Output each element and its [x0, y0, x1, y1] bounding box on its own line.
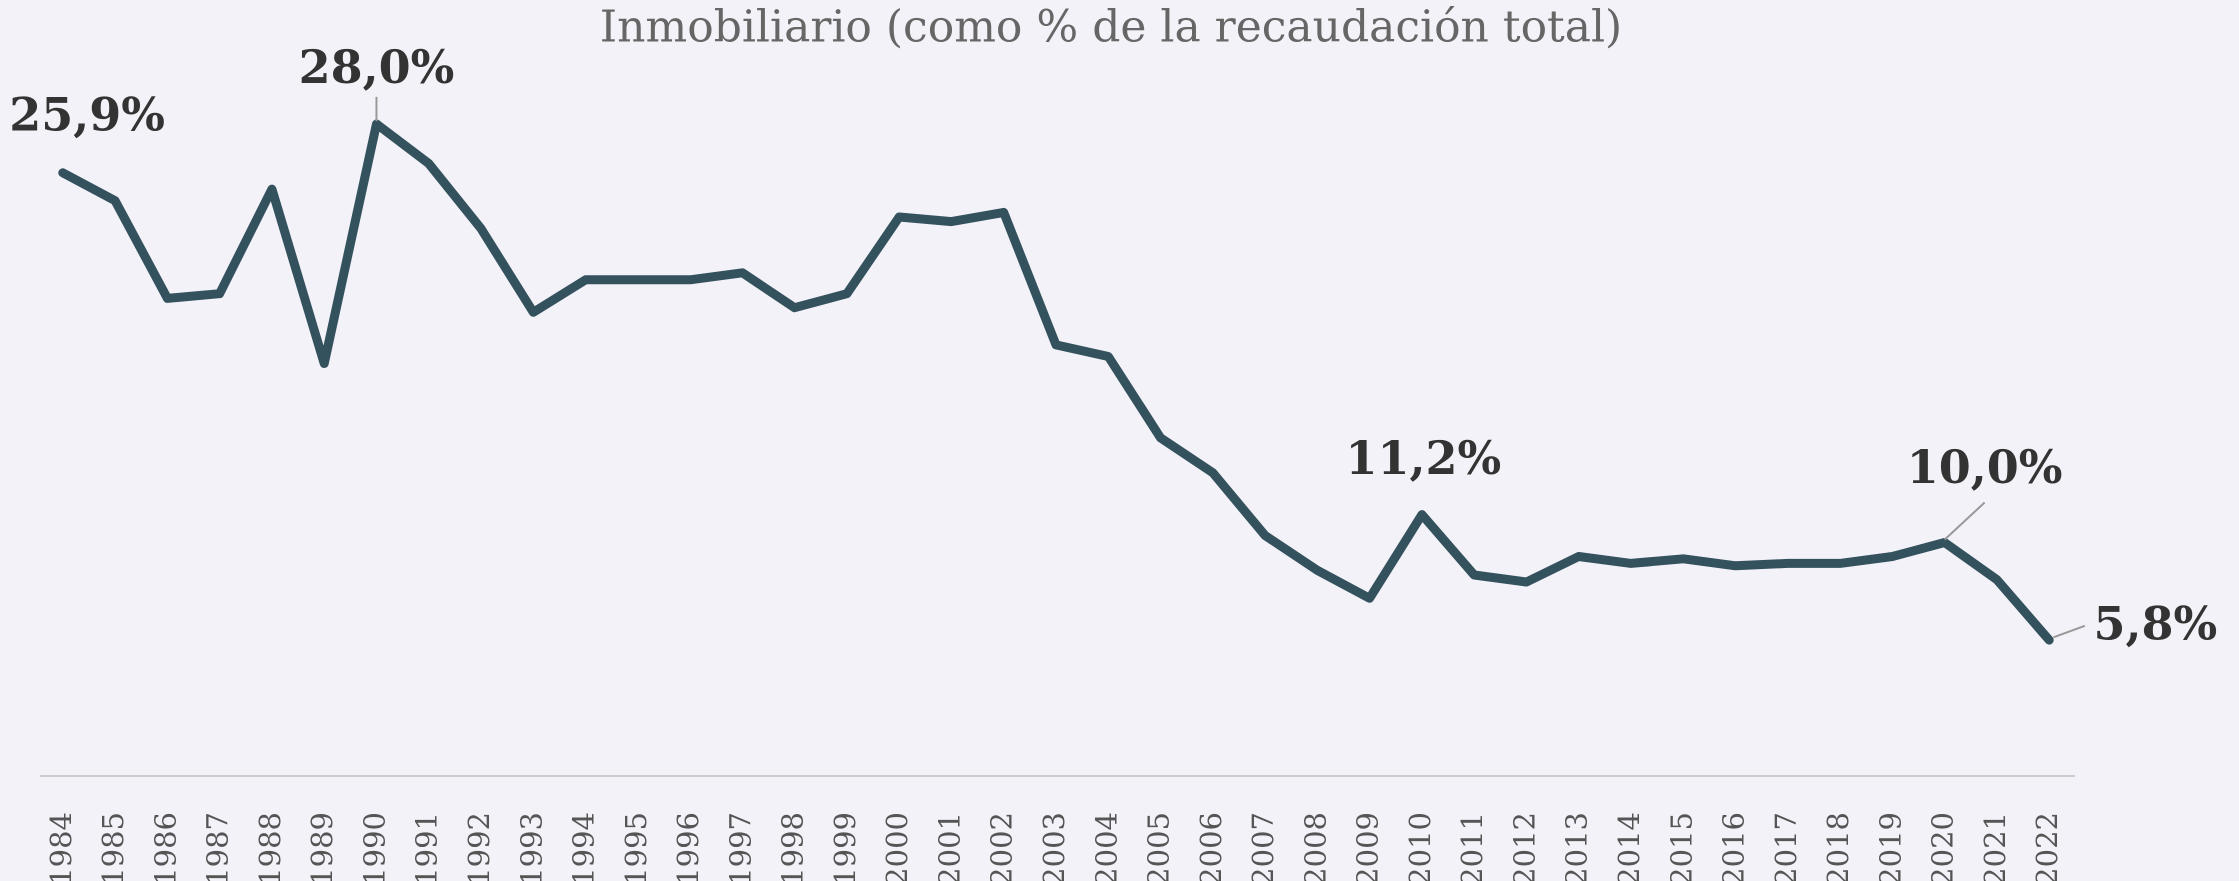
x-tick-label: 1994	[567, 812, 601, 881]
leader-line	[2053, 624, 2086, 639]
x-tick-label: 1992	[462, 812, 496, 881]
x-tick-label: 1987	[201, 812, 235, 881]
x-tick-label: 1996	[671, 812, 705, 881]
x-tick-label: 1998	[776, 812, 810, 881]
x-tick-label: 2002	[985, 812, 1019, 881]
x-tick-label: 2017	[1769, 812, 1803, 881]
x-tick-label: 2011	[1455, 812, 1489, 881]
x-tick-label: 1991	[410, 812, 444, 881]
x-tick-label: 2021	[1978, 812, 2012, 881]
x-tick-label: 2000	[880, 812, 914, 881]
x-tick-label: 2003	[1037, 812, 1071, 881]
x-tick-label: 2022	[2030, 812, 2064, 881]
data-label: 28,0%	[299, 40, 455, 94]
x-tick-label: 1990	[357, 812, 391, 881]
x-tick-label: 1984	[44, 812, 78, 881]
x-tick-label: 2015	[1664, 812, 1698, 881]
x-tick-label: 2001	[932, 812, 966, 881]
x-tick-label: 2016	[1717, 812, 1751, 881]
x-tick-label: 2007	[1246, 812, 1280, 881]
x-tick-label: 2018	[1821, 812, 1855, 881]
data-label: 11,2%	[1345, 431, 1501, 485]
data-line	[58, 119, 2054, 645]
x-tick-label: 2014	[1612, 812, 1646, 881]
x-tick-label: 2004	[1089, 812, 1123, 881]
x-tick-label: 1997	[723, 812, 757, 881]
chart-title: Inmobiliario (como % de la recaudación t…	[600, 2, 1622, 53]
x-tick-label: 1985	[96, 812, 130, 881]
x-tick-label: 1989	[305, 812, 339, 881]
x-tick-label: 1988	[253, 812, 287, 881]
x-tick-label: 2012	[1507, 812, 1541, 881]
x-tick-label: 2019	[1873, 812, 1907, 881]
x-tick-label: 2006	[1194, 812, 1228, 881]
x-tick-label: 2020	[1926, 812, 1960, 881]
data-label: 25,9%	[9, 88, 165, 142]
x-tick-label: 2008	[1298, 812, 1332, 881]
leader-line	[1943, 501, 1986, 541]
x-tick-label: 2010	[1403, 812, 1437, 881]
x-tick-label: 1995	[619, 812, 653, 881]
x-tick-label: 1999	[828, 812, 862, 881]
x-tick-label: 1993	[514, 812, 548, 881]
x-tick-label: 2009	[1351, 812, 1385, 881]
data-label: 5,8%	[2093, 596, 2217, 650]
x-tick-label: 1986	[148, 812, 182, 881]
data-label: 10,0%	[1907, 440, 2063, 494]
x-tick-label: 2013	[1560, 812, 1594, 881]
x-tick-label: 2005	[1142, 812, 1176, 881]
